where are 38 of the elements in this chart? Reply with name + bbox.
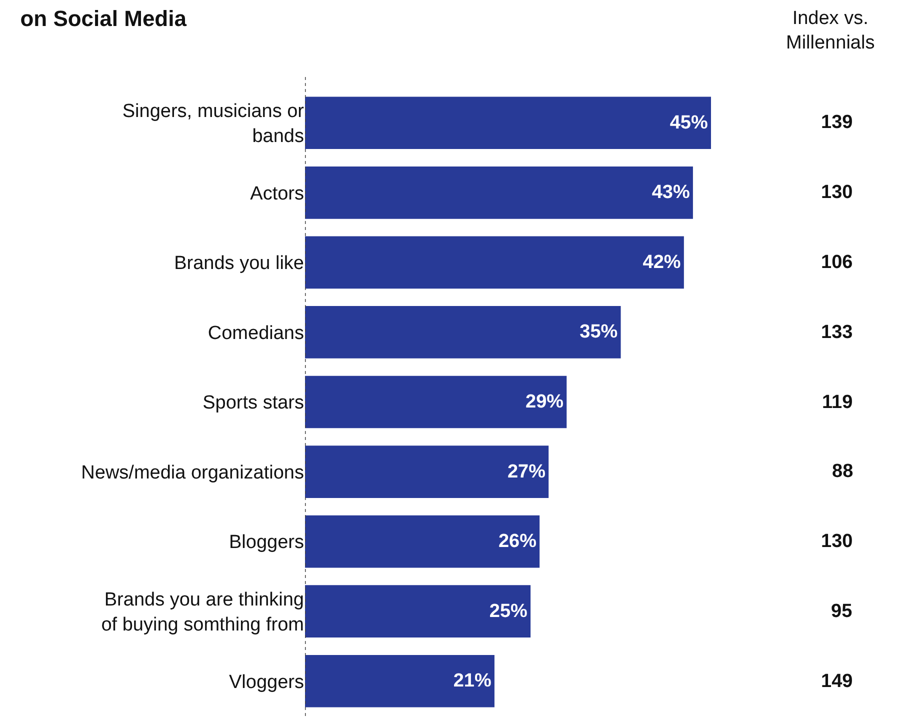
y-tick-label: Singers, musicians or bands: [122, 101, 305, 147]
text: 95: [831, 601, 853, 622]
data-label: 27%: [507, 461, 546, 482]
y-tick-label: Comedians: [208, 322, 304, 344]
y-tick-label: Vloggers: [229, 672, 304, 693]
bar: [305, 376, 567, 428]
text: 149: [821, 671, 853, 692]
text: Index vs. Millennials: [786, 8, 875, 54]
text: 106: [821, 252, 853, 273]
data-label: 45%: [670, 112, 708, 134]
y-tick-label: News/media organizations: [81, 462, 304, 484]
text: 88: [832, 461, 854, 482]
y-tick-label: Actors: [250, 183, 304, 204]
y-tick-label: Brands you are thinking of buying somthing from: [101, 590, 304, 636]
bar: [305, 654, 494, 708]
text: on Social Media: [20, 6, 188, 32]
bar: [305, 306, 621, 358]
data-label: 42%: [642, 252, 681, 273]
data-label: 21%: [453, 670, 492, 692]
data-label: 26%: [498, 531, 537, 552]
bar: [305, 96, 711, 150]
bar: [305, 236, 684, 289]
text: 133: [821, 322, 853, 343]
text: 119: [822, 392, 853, 413]
text: 130: [821, 531, 853, 552]
text: 139: [821, 112, 853, 133]
data-label: 43%: [652, 182, 690, 204]
bar: [305, 446, 549, 498]
data-label: 29%: [526, 392, 564, 412]
y-tick-label: Sports stars: [202, 392, 304, 414]
y-tick-label: Brands you like: [174, 253, 304, 274]
y-tick-label: Bloggers: [229, 532, 304, 554]
bar: [305, 585, 531, 638]
bar: [305, 515, 540, 568]
data-label: 35%: [580, 322, 618, 343]
bar: [305, 166, 693, 219]
text: 130: [821, 182, 853, 203]
data-label: 25%: [489, 600, 528, 622]
